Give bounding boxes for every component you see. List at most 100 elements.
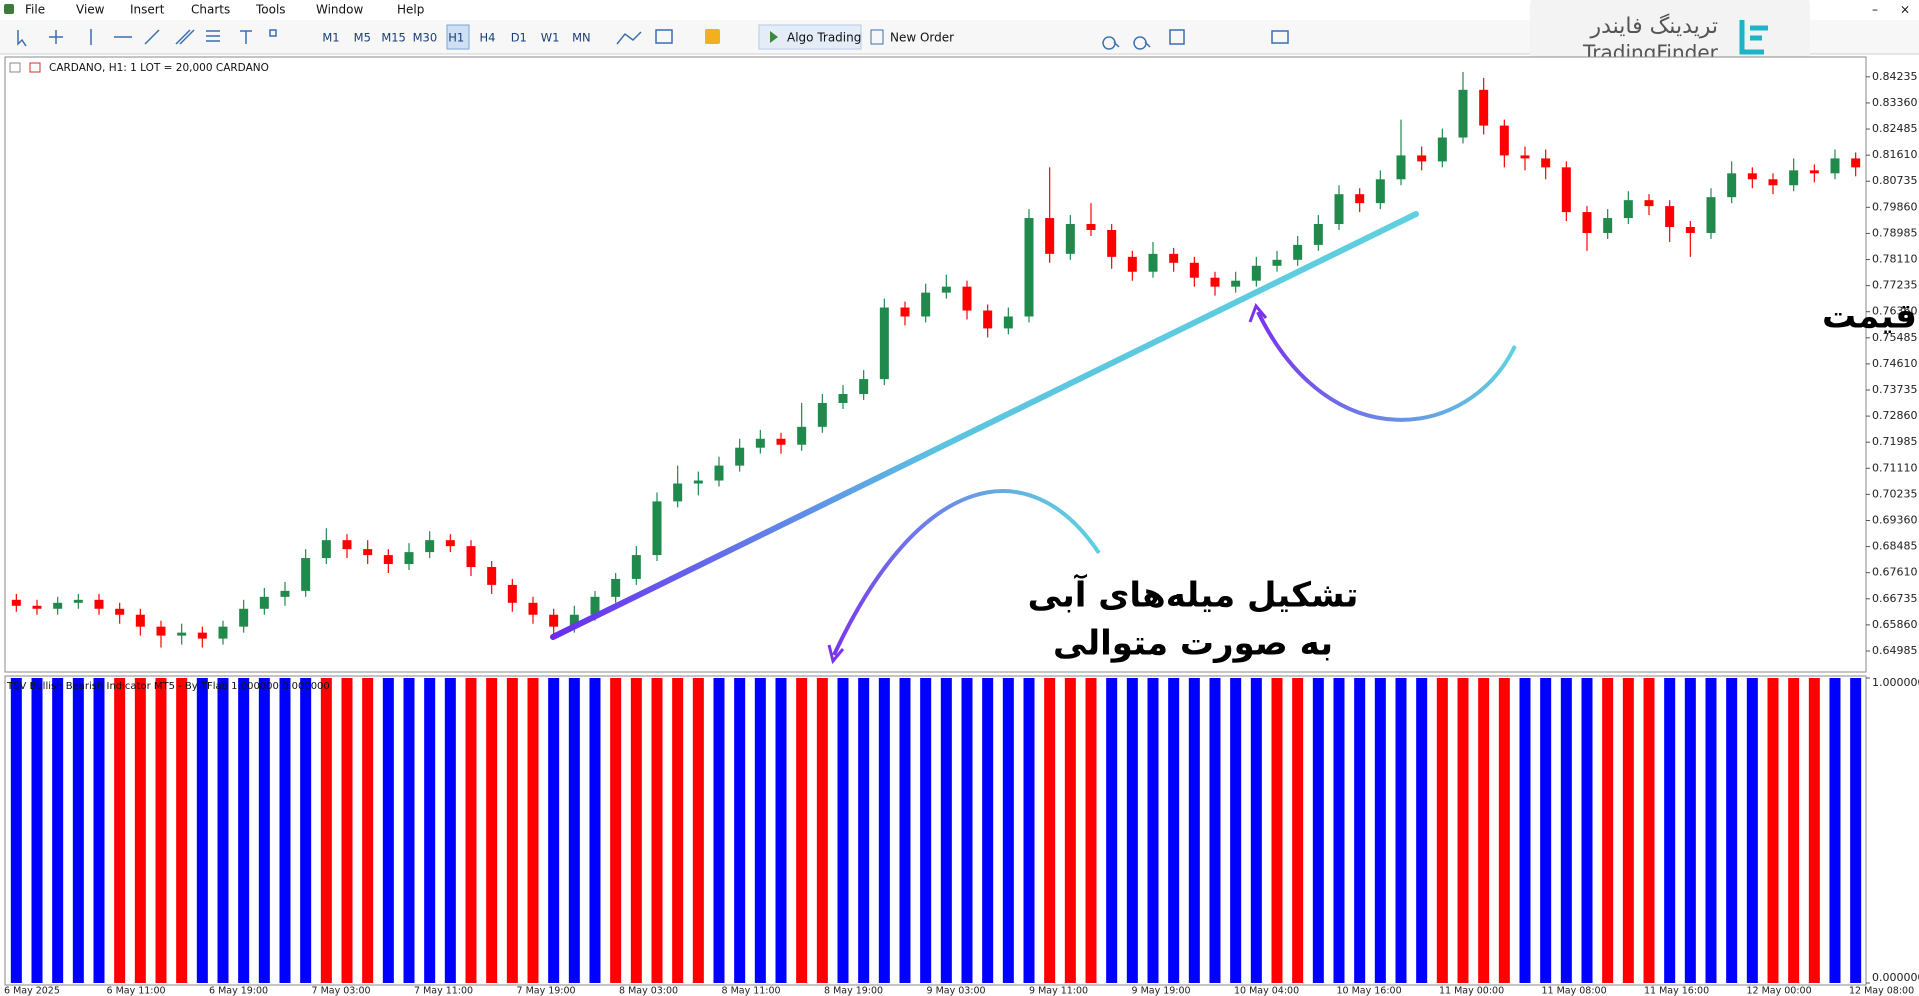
indicator-bar <box>1560 678 1572 983</box>
active-timeframe-box <box>446 24 470 50</box>
indicator-bar <box>1188 678 1200 983</box>
indicator-bar <box>1209 678 1221 983</box>
indicator-bar <box>713 678 725 983</box>
indicator-bar <box>1746 678 1758 983</box>
indicator-bar <box>1271 678 1283 983</box>
indicator-bar <box>1085 678 1097 983</box>
indicator-bar <box>858 678 870 983</box>
menu-item[interactable]: Help <box>397 3 424 17</box>
x-tick-label: 7 May 03:00 <box>312 986 371 996</box>
algo-trading-label[interactable]: Algo Trading <box>787 31 861 45</box>
menu-item[interactable]: Tools <box>255 3 286 17</box>
arrow-bars <box>832 489 1101 656</box>
menu-item[interactable]: File <box>25 3 45 17</box>
crosshair-icon <box>49 30 63 44</box>
minimize-button[interactable]: – <box>1872 3 1878 17</box>
indicator-bar <box>899 678 911 983</box>
x-tick-label: 10 May 16:00 <box>1337 986 1402 996</box>
candle-body <box>693 480 703 484</box>
timeframe-button[interactable]: M15 <box>381 31 406 45</box>
timeframe-button[interactable]: D1 <box>511 31 527 45</box>
close-button[interactable]: × <box>1900 3 1910 17</box>
indicator-bar <box>1168 678 1180 983</box>
candle-body <box>73 599 83 603</box>
timeframe-button[interactable]: MN <box>572 31 591 45</box>
indicator-bar <box>1250 678 1262 983</box>
timeframe-button[interactable]: W1 <box>541 31 560 45</box>
candle-body <box>1127 256 1137 272</box>
indicator-bar <box>52 678 64 983</box>
candle-body <box>1520 155 1530 159</box>
timeframe-button[interactable]: M5 <box>354 31 371 45</box>
x-tick-label: 12 May 00:00 <box>1747 986 1812 996</box>
candle-body <box>1458 89 1468 138</box>
candle-body <box>652 501 662 556</box>
menu-item[interactable]: View <box>76 3 105 17</box>
indicator-bar <box>527 678 539 983</box>
candle-body <box>859 379 869 395</box>
menu-item[interactable]: Insert <box>130 3 165 17</box>
timeframe-button[interactable]: H1 <box>448 31 464 45</box>
indicator-bar <box>114 678 126 983</box>
y-tick-label: 0.71985 <box>1872 435 1918 448</box>
y-tick-label: 0.75485 <box>1872 331 1918 344</box>
x-tick-label: 7 May 11:00 <box>414 986 473 996</box>
indicator-bar <box>341 678 353 983</box>
candle-body <box>1809 170 1819 174</box>
indicator-bar <box>589 678 601 983</box>
candle-body <box>1293 244 1303 260</box>
new-order-label[interactable]: New Order <box>890 31 954 45</box>
candle-body <box>32 605 42 609</box>
candle-body <box>1665 206 1675 228</box>
chart-type-icon <box>616 31 642 45</box>
candle-body <box>1189 262 1199 278</box>
candle-body <box>301 558 311 591</box>
indicator-bar <box>1581 678 1593 983</box>
candle-body <box>1685 227 1695 233</box>
candle-body <box>1375 179 1385 204</box>
x-tick-label: 8 May 03:00 <box>619 986 678 996</box>
annotation-bars-1: تشکیل میله‌های آبی <box>1028 574 1359 616</box>
candle-body <box>487 567 497 585</box>
indicator-bar <box>754 678 766 983</box>
x-tick-label: 6 May 11:00 <box>107 986 166 996</box>
chart-icon <box>9 62 21 73</box>
indicator-bar <box>775 678 787 983</box>
candle-body <box>1210 277 1220 287</box>
chart-header: CARDANO, H1: 1 LOT = 20,000 CARDANO <box>49 62 269 74</box>
indicator-bar <box>1230 678 1242 983</box>
zoom-in-icon <box>1102 36 1120 50</box>
candle-body <box>569 614 579 627</box>
candle-body <box>1334 194 1344 225</box>
indicator-bar <box>982 678 994 983</box>
timeframe-button[interactable]: H4 <box>480 31 496 45</box>
candle-body <box>1541 158 1551 168</box>
x-tick-label: 11 May 16:00 <box>1644 986 1709 996</box>
candle-body <box>1768 179 1778 186</box>
indicator-bar <box>672 678 684 983</box>
indicator-bar <box>796 678 808 983</box>
menu-item[interactable]: Charts <box>191 3 230 17</box>
indicator-bar <box>1498 678 1510 983</box>
app-icon <box>4 4 14 14</box>
x-tick-label: 9 May 19:00 <box>1132 986 1191 996</box>
y-tick-label: 0.66735 <box>1872 592 1918 605</box>
timeframe-button[interactable]: M30 <box>413 31 438 45</box>
indicator-bar <box>816 678 828 983</box>
indicator-bar <box>1643 678 1655 983</box>
indicator-bar <box>320 678 332 983</box>
y-tick-label: 0.81610 <box>1872 148 1918 161</box>
screenshot-icon <box>1271 30 1289 44</box>
x-tick-label: 6 May 2025 <box>4 986 60 996</box>
new-order-icon <box>870 29 884 45</box>
candle-body <box>363 549 373 556</box>
candle-body <box>735 447 745 466</box>
x-tick-label: 9 May 11:00 <box>1029 986 1088 996</box>
symbol-icon <box>29 62 41 73</box>
timeframe-button[interactable]: M1 <box>322 31 339 45</box>
x-tick-label: 12 May 08:00 <box>1849 986 1914 996</box>
menu-item[interactable]: Window <box>316 3 364 17</box>
candle-body <box>11 599 21 606</box>
algo-trading-button[interactable] <box>758 24 862 50</box>
